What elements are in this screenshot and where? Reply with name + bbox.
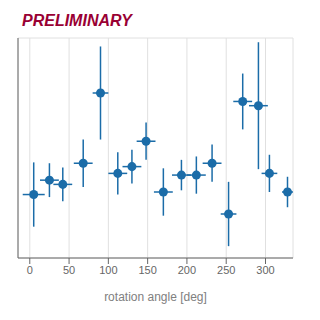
svg-text:250: 250 [217, 264, 235, 276]
svg-text:300: 300 [256, 264, 274, 276]
svg-text:0: 0 [27, 264, 33, 276]
html-text:PRELIMINARY: PRELIMINARY [22, 12, 132, 29]
svg-text:200: 200 [178, 264, 196, 276]
svg-text:rotation angle [deg]: rotation angle [deg] [104, 290, 207, 304]
svg-text:100: 100 [99, 264, 117, 276]
svg-text:50: 50 [63, 264, 75, 276]
svg-text:150: 150 [138, 264, 156, 276]
